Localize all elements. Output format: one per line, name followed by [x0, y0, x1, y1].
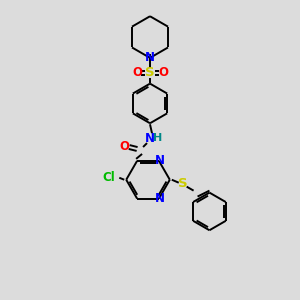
Text: N: N: [145, 132, 155, 145]
Text: O: O: [132, 66, 142, 79]
Text: N: N: [155, 154, 165, 167]
Text: H: H: [153, 133, 163, 143]
Text: N: N: [155, 192, 165, 205]
Text: O: O: [158, 66, 168, 79]
Text: Cl: Cl: [102, 171, 115, 184]
Text: N: N: [145, 51, 155, 64]
Text: S: S: [178, 177, 188, 190]
Text: O: O: [119, 140, 129, 152]
Text: S: S: [145, 66, 155, 79]
